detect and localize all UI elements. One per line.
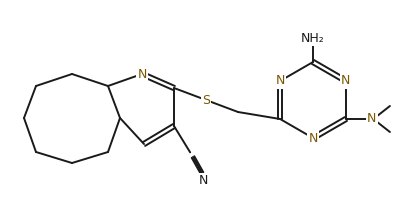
Text: S: S [202,94,209,106]
Text: N: N [137,67,146,81]
Text: N: N [275,75,284,87]
Text: N: N [366,113,376,125]
Text: N: N [340,75,350,87]
Text: N: N [308,132,317,145]
Text: N: N [198,173,207,186]
Text: NH₂: NH₂ [300,32,324,44]
